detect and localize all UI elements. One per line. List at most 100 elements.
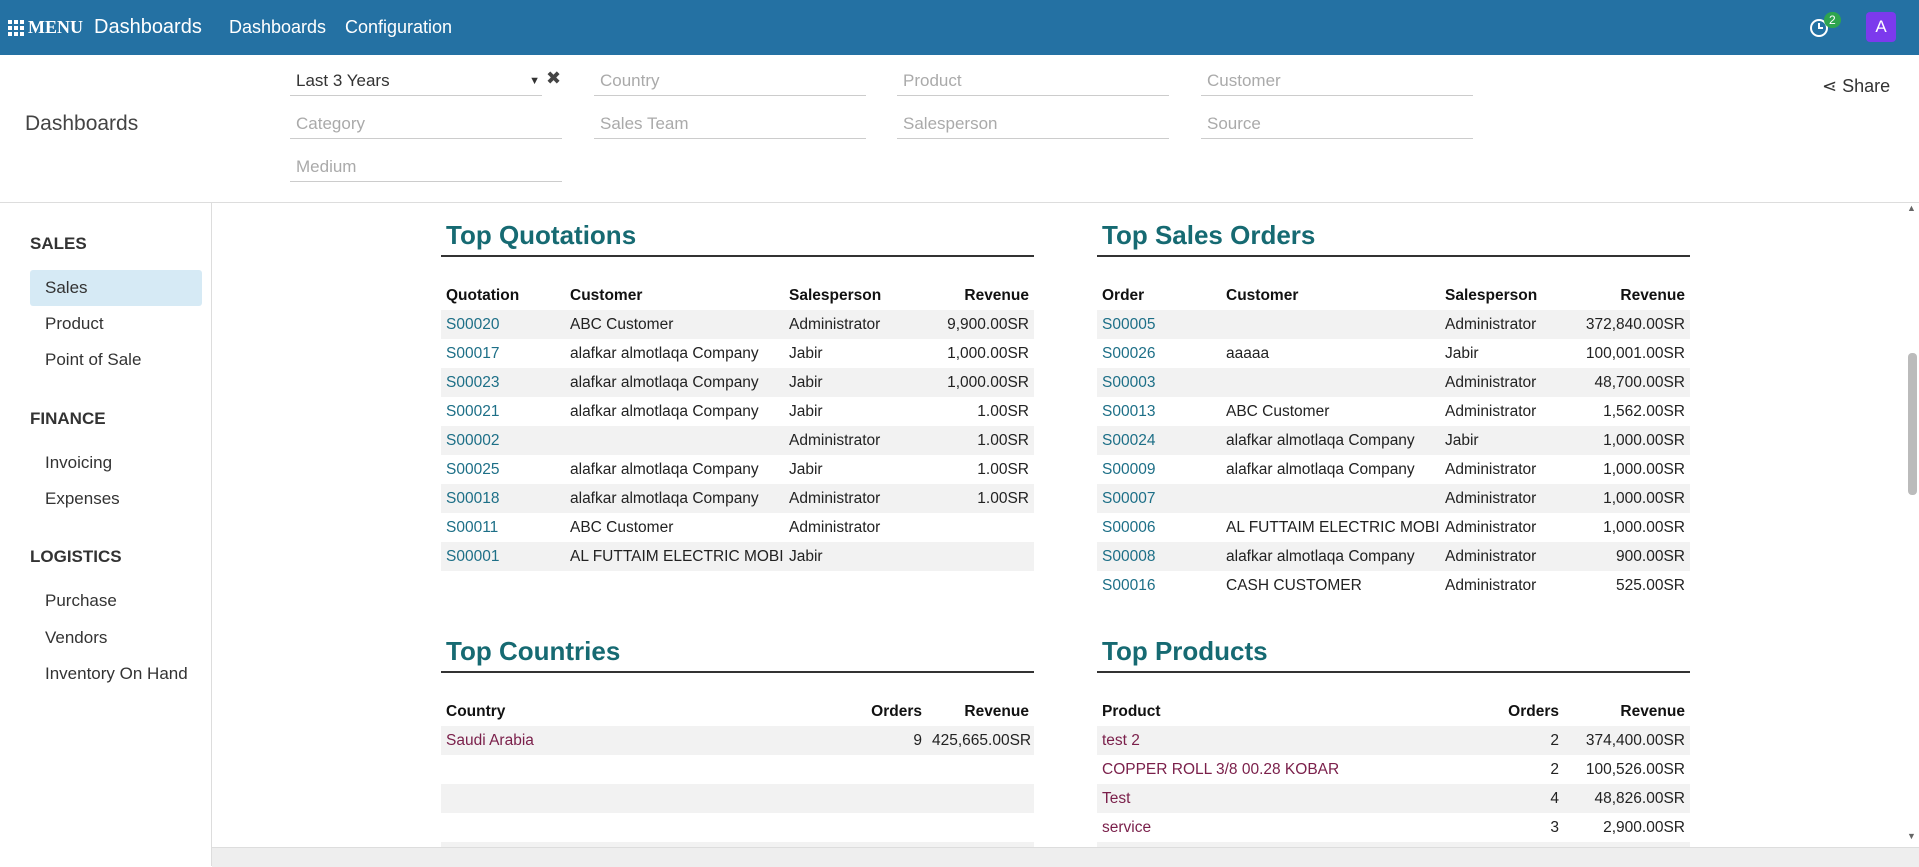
clear-icon[interactable]: ✖ [546, 68, 561, 89]
table-cell: service [1097, 813, 1480, 842]
sidebar-item[interactable]: Product [30, 306, 202, 342]
table-row[interactable]: S00005Administrator372,840.00SR [1097, 310, 1690, 339]
order-link[interactable]: S00011 [446, 519, 498, 536]
order-link[interactable]: S00007 [1102, 490, 1155, 507]
order-link[interactable]: S00016 [1102, 577, 1155, 594]
order-link[interactable]: S00003 [1102, 374, 1155, 391]
filter-field[interactable]: Sales Team [594, 109, 866, 139]
table-row[interactable]: S00008alafkar almotlaqa CompanyAdministr… [1097, 542, 1690, 571]
order-link[interactable]: S00021 [446, 403, 499, 420]
table-title: Top Products [1097, 633, 1690, 673]
table-row[interactable]: S00020ABC CustomerAdministrator9,900.00S… [441, 310, 1034, 339]
table-row[interactable]: S00024alafkar almotlaqa CompanyJabir1,00… [1097, 426, 1690, 455]
record-link[interactable]: COPPER ROLL 3/8 00.28 KOBAR [1102, 761, 1339, 778]
order-link[interactable]: S00023 [446, 374, 499, 391]
table-row[interactable]: S00026aaaaaJabir100,001.00SR [1097, 339, 1690, 368]
record-link[interactable]: Saudi Arabia [446, 732, 534, 749]
table-row[interactable]: S00002Administrator1.00SR [441, 426, 1034, 455]
table-row[interactable]: S00001AL FUTTAIM ELECTRIC MOBILITYJabir [441, 542, 1034, 571]
order-link[interactable]: S00020 [446, 316, 499, 333]
table-row[interactable]: S00025alafkar almotlaqa CompanyJabir1.00… [441, 455, 1034, 484]
table-row[interactable]: S00007Administrator1,000.00SR [1097, 484, 1690, 513]
share-button[interactable]: ⋖ Share [1822, 76, 1890, 97]
order-link[interactable]: S00026 [1102, 345, 1155, 362]
sidebar-item[interactable]: Purchase [30, 583, 202, 619]
order-link[interactable]: S00017 [446, 345, 499, 362]
table-body: Saudi Arabia9425,665.00SR [441, 726, 1034, 847]
table-cell: Administrator [1440, 484, 1570, 513]
table-head: CountryOrdersRevenue [441, 697, 1034, 726]
table-head: ProductOrdersRevenue [1097, 697, 1690, 726]
filter-field[interactable]: Product [897, 66, 1169, 96]
order-link[interactable]: S00025 [446, 461, 499, 478]
order-link[interactable]: S00009 [1102, 461, 1155, 478]
sidebar-item[interactable]: Sales [30, 270, 202, 306]
record-link[interactable]: test 2 [1102, 732, 1140, 749]
filter-field[interactable]: Country [594, 66, 866, 96]
sidebar-item[interactable]: Invoicing [30, 445, 202, 481]
sidebar-item[interactable]: Expenses [30, 481, 202, 517]
table-row[interactable]: S00021alafkar almotlaqa CompanyJabir1.00… [441, 397, 1034, 426]
column-header: Revenue [1564, 697, 1690, 726]
order-link[interactable]: S00018 [446, 490, 499, 507]
table-row[interactable]: S00018alafkar almotlaqa CompanyAdministr… [441, 484, 1034, 513]
filter-field[interactable]: Customer [1201, 66, 1473, 96]
order-link[interactable]: S00013 [1102, 403, 1155, 420]
brand-menu[interactable]: MENU [28, 0, 83, 55]
date-filter[interactable]: Last 3 Years▼ [290, 66, 542, 96]
record-link[interactable]: Test [1102, 790, 1130, 807]
filter-field[interactable]: Medium [290, 152, 562, 182]
table-row[interactable]: S00003Administrator48,700.00SR [1097, 368, 1690, 397]
sidebar-item[interactable]: Vendors [30, 620, 202, 656]
table-row[interactable]: test 22374,400.00SR [1097, 726, 1690, 755]
table-cell: S00007 [1097, 484, 1221, 513]
column-header: Customer [1221, 281, 1440, 310]
empty-cell [441, 813, 841, 842]
order-link[interactable]: S00005 [1102, 316, 1155, 333]
table-row[interactable]: S00013ABC CustomerAdministrator1,562.00S… [1097, 397, 1690, 426]
table-row[interactable]: S00016CASH CUSTOMERAdministrator525.00SR [1097, 571, 1690, 600]
apps-icon[interactable] [8, 20, 24, 36]
table-row[interactable]: service32,900.00SR [1097, 813, 1690, 842]
empty-row [441, 755, 1034, 784]
column-header: Quotation [441, 281, 565, 310]
order-link[interactable]: S00024 [1102, 432, 1155, 449]
nav-item[interactable]: Dashboards [229, 0, 326, 55]
table-row[interactable]: Saudi Arabia9425,665.00SR [441, 726, 1034, 755]
filter-field[interactable]: Salesperson [897, 109, 1169, 139]
table-cell: S00011 [441, 513, 565, 542]
record-link[interactable]: service [1102, 819, 1151, 836]
order-link[interactable]: S00008 [1102, 548, 1155, 565]
filter-field[interactable]: Source [1201, 109, 1473, 139]
order-link[interactable]: S00006 [1102, 519, 1155, 536]
table-row[interactable]: Test448,826.00SR [1097, 784, 1690, 813]
navbar: MENU Dashboards Dashboards Configuration… [0, 0, 1919, 55]
sidebar-item[interactable]: Inventory On Hand [30, 656, 202, 692]
table-row[interactable]: S00017alafkar almotlaqa CompanyJabir1,00… [441, 339, 1034, 368]
table-row[interactable]: COPPER ROLL 3/8 00.28 KOBAR2100,526.00SR [1097, 755, 1690, 784]
sidebar-item[interactable]: Point of Sale [30, 342, 202, 378]
scrollbar[interactable]: ▲ ▼ [1906, 203, 1919, 847]
table-row[interactable]: S00011ABC CustomerAdministrator [441, 513, 1034, 542]
table-cell: S00001 [441, 542, 565, 571]
avatar[interactable]: A [1866, 12, 1896, 42]
table-cell: 1,000.00SR [1570, 455, 1690, 484]
nav-item[interactable]: Configuration [345, 0, 452, 55]
table-title: Top Quotations [441, 217, 1034, 257]
table-cell: test 2 [1097, 726, 1480, 755]
table-cell: Jabir [784, 368, 914, 397]
table-cell: 2,900.00SR [1564, 813, 1690, 842]
table-cell: 9,900.00SR [914, 310, 1034, 339]
table-widget: Top Sales OrdersOrderCustomerSalesperson… [1097, 217, 1690, 600]
sidebar-section: FINANCE [30, 409, 106, 429]
order-link[interactable]: S00001 [446, 548, 499, 565]
table-cell: S00016 [1097, 571, 1221, 600]
order-link[interactable]: S00002 [446, 432, 499, 449]
table-row[interactable]: S00009alafkar almotlaqa CompanyAdministr… [1097, 455, 1690, 484]
table-row[interactable]: S00023alafkar almotlaqa CompanyJabir1,00… [441, 368, 1034, 397]
table-cell: S00023 [441, 368, 565, 397]
table-widget: Top CountriesCountryOrdersRevenueSaudi A… [441, 633, 1034, 847]
table-row[interactable]: S00006AL FUTTAIM ELECTRIC MOBILITYAdmini… [1097, 513, 1690, 542]
app-name[interactable]: Dashboards [94, 0, 202, 55]
filter-field[interactable]: Category [290, 109, 562, 139]
